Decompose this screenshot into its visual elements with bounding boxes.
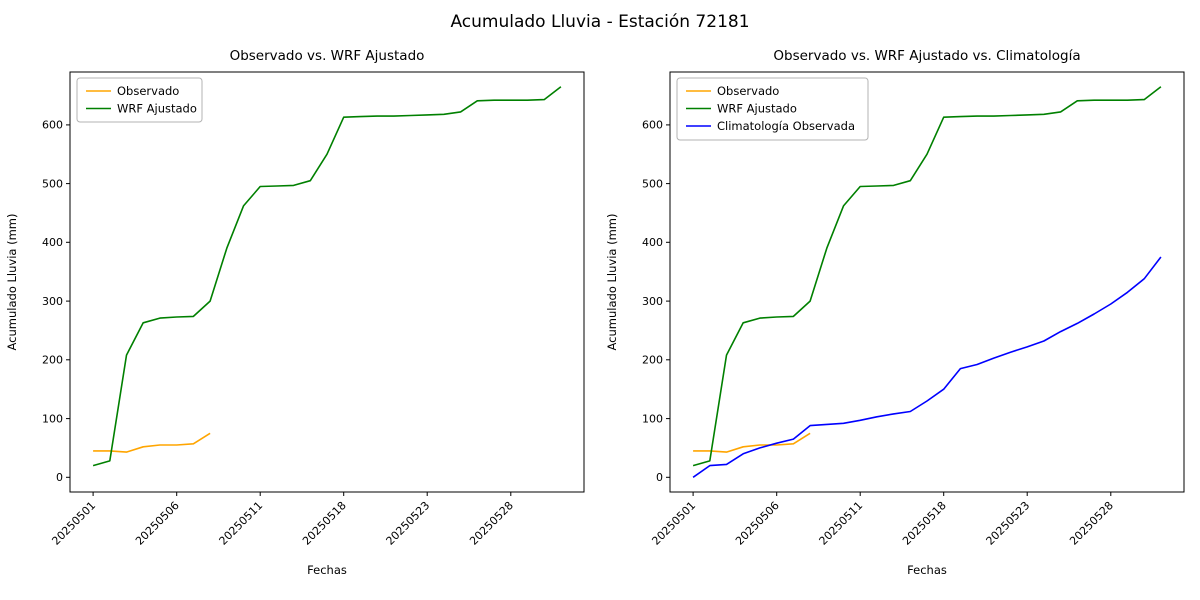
x-tick-label: 20250528: [1067, 499, 1116, 548]
legend-label-observado: Observado: [717, 84, 779, 98]
x-tick-label: 20250506: [733, 499, 782, 548]
legend: Observado WRF Ajustado Climatología Observ…: [676, 77, 869, 141]
x-tick-label: 20250518: [300, 499, 349, 548]
x-axis-label: Fechas: [907, 563, 947, 577]
x-tick-label: 20250523: [384, 499, 433, 548]
legend: Observado WRF Ajustado: [76, 77, 203, 123]
subplot-title: Observado vs. WRF Ajustado vs. Climatolo…: [773, 48, 1080, 64]
y-tick-label: 600: [642, 119, 663, 132]
x-axis-label: Fechas: [307, 563, 347, 577]
plots-row: Observado vs. WRF Ajustado 0 100 200 300 400 5…: [0, 40, 1200, 600]
x-tick-label: 20250506: [133, 499, 182, 548]
legend-box: [76, 77, 203, 123]
x-tick-label: 20250501: [49, 499, 98, 548]
y-tick-label: 600: [42, 119, 63, 132]
y-tick-label: 100: [642, 412, 663, 425]
y-tick-label: 0: [656, 471, 663, 484]
legend-label-wrf-ajustado: WRF Ajustado: [117, 102, 197, 116]
y-tick-label: 200: [642, 354, 663, 367]
right-chart-observado-vs-wrf-vs-climatologia: Observado vs. WRF Ajustado vs. Climatolo…: [605, 48, 1185, 577]
y-tick-label: 500: [42, 177, 63, 190]
figure-suptitle: Acumulado Lluvia - Estación 72181: [450, 12, 750, 32]
x-tick-label: 20250528: [467, 499, 516, 548]
subplot-title: Observado vs. WRF Ajustado: [230, 48, 425, 64]
y-tick-label: 300: [642, 295, 663, 308]
x-tick-label: 20250501: [649, 499, 698, 548]
legend-label-observado: Observado: [117, 84, 179, 98]
series-line-wrf-ajustado: [92, 86, 562, 467]
y-axis-label: Acumulado Lluvia (mm): [605, 214, 619, 351]
series-line-observado: [693, 432, 811, 453]
y-tick-label: 300: [42, 295, 63, 308]
y-tick-label: 400: [642, 236, 663, 249]
legend-label-wrf-ajustado: WRF Ajustado: [717, 102, 797, 116]
y-tick-label: 500: [642, 177, 663, 190]
x-tick-label: 20250523: [984, 499, 1033, 548]
y-tick-label: 400: [42, 236, 63, 249]
x-tick-label: 20250511: [817, 499, 866, 548]
x-tick-label: 20250518: [900, 499, 949, 548]
y-tick-label: 200: [42, 354, 63, 367]
axes-frame: [669, 71, 1185, 493]
series-line-wrf-ajustado: [692, 86, 1162, 467]
legend-label-climatolog-a-observada: Climatología Observada: [717, 119, 855, 133]
y-tick-label: 100: [42, 412, 63, 425]
axes-frame: [69, 71, 585, 493]
y-axis-label: Acumulado Lluvia (mm): [5, 214, 19, 351]
left-chart-observado-vs-wrf: Observado vs. WRF Ajustado 0 100 200 300 400 5…: [5, 48, 585, 577]
y-tick-label: 0: [56, 471, 63, 484]
series-line-observado: [93, 432, 211, 453]
legend-box: [676, 77, 869, 141]
series-line-climatolog-a-observada: [692, 256, 1162, 478]
x-tick-label: 20250511: [217, 499, 266, 548]
